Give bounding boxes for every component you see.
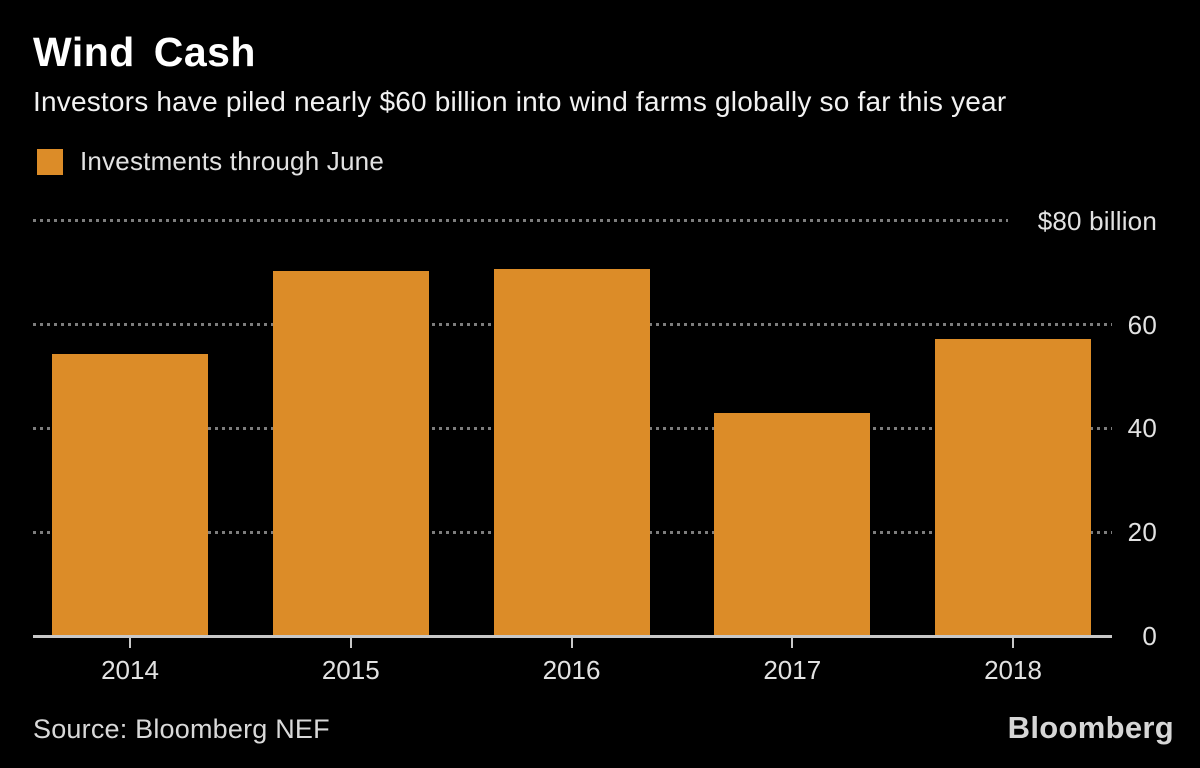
- x-axis-tick-2016: [570, 636, 573, 648]
- legend: Investments through June: [37, 146, 384, 177]
- x-axis-tick-2015: [349, 636, 352, 648]
- x-tick-label-2016: 2016: [542, 655, 601, 685]
- chart-subtitle: Investors have piled nearly $60 billion …: [33, 86, 1007, 117]
- x-tick-label-2014: 2014: [101, 655, 159, 685]
- bar-2015: [272, 271, 429, 636]
- bar-2014: [52, 353, 208, 636]
- y-tick-label-80: $80 billion: [1037, 205, 1157, 236]
- x-tick-label-2015: 2015: [321, 655, 380, 685]
- bar-2017: [714, 412, 871, 636]
- legend-swatch-icon: [37, 148, 63, 175]
- x-axis-tick-2017: [791, 636, 794, 648]
- chart-title: Wind Cash: [33, 29, 256, 75]
- x-tick-label-2018: 2018: [984, 655, 1042, 685]
- x-axis-tick-2018: [1012, 636, 1014, 648]
- y-tick-label-20: 20: [1127, 517, 1157, 548]
- y-tick-label-0: 0: [1142, 621, 1157, 651]
- x-axis-baseline: [33, 635, 1112, 638]
- y-tick-label-60: 60: [1127, 309, 1157, 340]
- x-axis-tick-2014: [129, 636, 131, 648]
- bloomberg-logo: Bloomberg: [1007, 710, 1174, 745]
- bar-2018: [935, 339, 1091, 636]
- legend-label: Investments through June: [80, 146, 384, 176]
- x-tick-label-2017: 2017: [763, 655, 822, 685]
- bar-2016: [493, 268, 650, 636]
- source-note: Source: Bloomberg NEF: [33, 714, 330, 744]
- gridline-80: [33, 219, 1008, 223]
- y-tick-label-40: 40: [1127, 413, 1157, 444]
